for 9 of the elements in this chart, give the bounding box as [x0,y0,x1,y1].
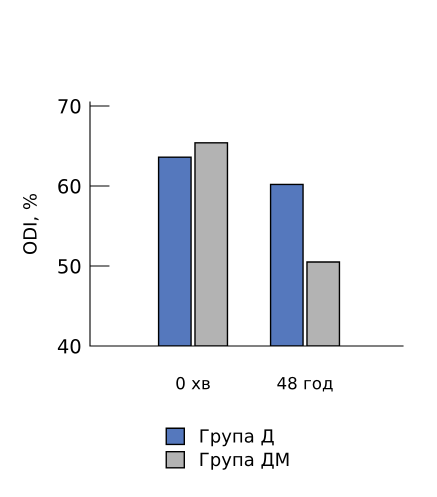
y-axis-title: ODI, % [23,194,39,254]
legend-label: Група ДМ [200,452,288,470]
y-tick-label: 70 [58,98,80,114]
x-tick-label: 48 год [277,376,333,392]
y-tick-label: 40 [58,338,80,354]
y-tick-label: 50 [58,258,80,274]
legend-label: Група Д [200,429,274,446]
x-tick-label: 0 хв [176,376,210,390]
y-tick-label: 60 [58,178,80,194]
